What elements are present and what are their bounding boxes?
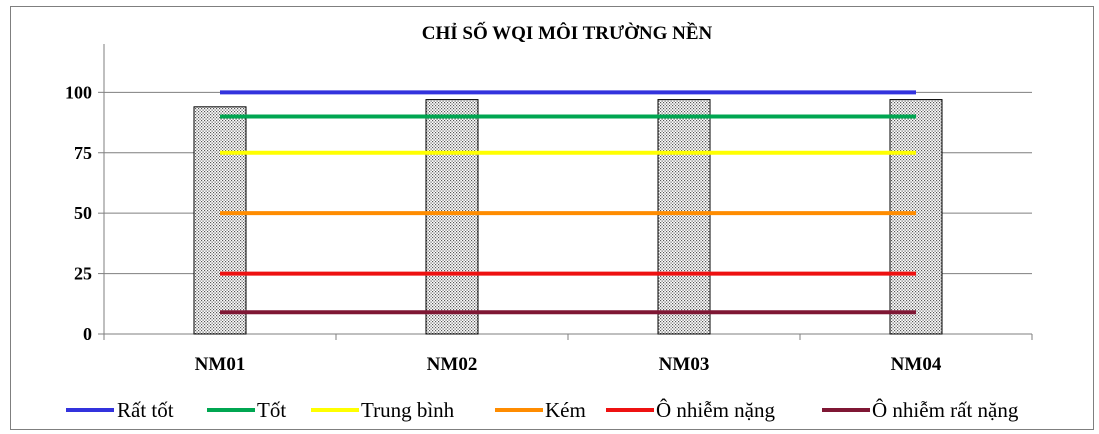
bar-nm03: [657, 99, 711, 335]
x-tick-label: NM01: [195, 354, 246, 375]
x-tick-label: NM04: [891, 354, 942, 375]
legend-label: Trung bình: [361, 398, 455, 422]
bar-nm04: [889, 99, 943, 335]
plot-area: 0 25 50 75 100 NM01 NM02 NM03 NM04: [65, 44, 1033, 375]
y-tick-label: 75: [74, 143, 92, 163]
legend-label: Kém: [545, 398, 586, 422]
legend-label: Rất tốt: [117, 398, 174, 422]
chart-title: CHỈ SỐ WQI MÔI TRƯỜNG NỀN: [422, 22, 713, 44]
bar-nm01: [193, 106, 247, 335]
legend-label: Ô nhiễm nặng: [656, 398, 775, 422]
legend-label: Ô nhiễm rất nặng: [872, 398, 1019, 422]
legend-label: Tốt: [257, 398, 286, 422]
x-tick-label: NM02: [427, 354, 478, 375]
x-tick-label: NM03: [659, 354, 710, 375]
y-tick-label: 50: [74, 203, 92, 223]
legend: Rất tốt Tốt Trung bình Kém Ô nhiễm nặng Ô nhi…: [66, 398, 1019, 422]
y-tick-label: 25: [74, 264, 92, 284]
bar-nm02: [425, 99, 479, 335]
y-tick-label: 100: [65, 82, 92, 102]
y-tick-label: 0: [83, 324, 92, 344]
